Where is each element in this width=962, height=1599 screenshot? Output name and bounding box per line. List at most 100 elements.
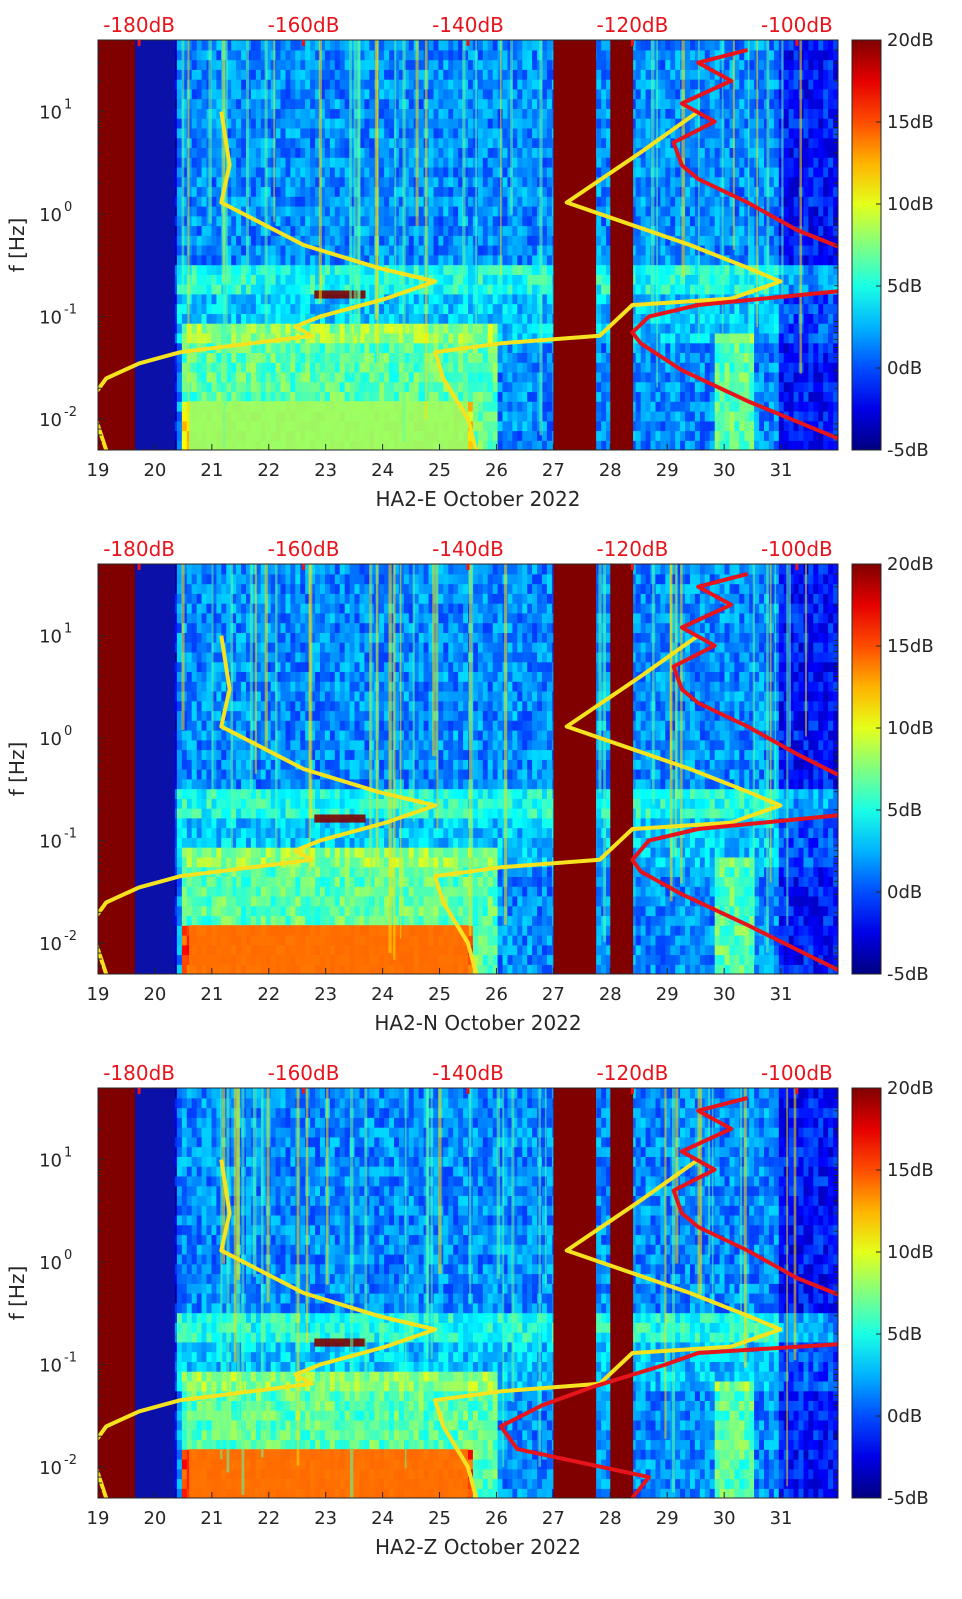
x-tick-label: 26 xyxy=(485,460,508,481)
noise-model-curve-3 xyxy=(671,571,838,777)
streak xyxy=(462,40,466,278)
noise-model-curve-2 xyxy=(433,109,783,450)
colorbar-tick-label: -5dB xyxy=(887,964,929,985)
colorbar-tick-label: 5dB xyxy=(887,276,922,297)
spectrogram-area xyxy=(98,564,838,974)
streak xyxy=(264,40,268,343)
noise-model-curve-4 xyxy=(630,289,838,441)
streak xyxy=(430,1088,433,1360)
streak xyxy=(510,40,513,215)
streak xyxy=(254,564,257,774)
x-tick-label: 24 xyxy=(371,984,394,1005)
streak xyxy=(739,1088,743,1350)
noise-model-curve-3 xyxy=(671,1095,838,1297)
y-tick-exponent: 1 xyxy=(64,622,72,637)
y-tick-exponent: 1 xyxy=(64,1146,72,1161)
streak xyxy=(394,40,397,297)
top-axis-label: -160dB xyxy=(268,1061,340,1085)
y-tick-exponent: -2 xyxy=(64,1453,77,1468)
streak xyxy=(788,564,791,748)
streak xyxy=(236,1088,240,1280)
y-tick-label: 10 xyxy=(39,308,62,329)
y-axis-title: f [Hz] xyxy=(5,218,29,273)
spectral-feature-1 xyxy=(314,814,366,823)
streak xyxy=(681,40,685,277)
streak xyxy=(412,564,415,822)
colorbar-tick-label: 0dB xyxy=(887,882,922,903)
y-tick-exponent: -2 xyxy=(64,929,77,944)
streak xyxy=(475,40,478,347)
colorbar-tick-label: 15dB xyxy=(887,112,934,133)
spectral-feature-1 xyxy=(314,1338,366,1347)
streak xyxy=(220,1088,223,1460)
x-tick-label: 23 xyxy=(314,1508,337,1529)
top-axis-label: -180dB xyxy=(103,1061,175,1085)
data-gap-2 xyxy=(553,1088,597,1498)
streak xyxy=(370,564,373,908)
streak xyxy=(769,564,772,883)
colorbar-tick-label: 5dB xyxy=(887,1324,922,1345)
streak xyxy=(793,1088,797,1361)
colorbar-tick-label: 20dB xyxy=(887,1078,934,1099)
streak xyxy=(786,564,789,926)
streak xyxy=(436,564,439,830)
streak xyxy=(435,564,438,757)
y-tick-label: 10 xyxy=(39,934,62,955)
streak xyxy=(774,564,777,819)
streak xyxy=(399,564,402,939)
noise-model-curve-4 xyxy=(498,1342,838,1498)
x-tick-label: 24 xyxy=(371,1508,394,1529)
streak xyxy=(496,1088,500,1279)
x-tick-label: 30 xyxy=(713,460,736,481)
x-tick-label: 23 xyxy=(314,460,337,481)
x-tick-label: 20 xyxy=(143,1508,166,1529)
streak xyxy=(538,1088,541,1467)
streak xyxy=(697,1088,701,1296)
y-tick-exponent: -2 xyxy=(64,405,77,420)
data-gap-1 xyxy=(98,1088,135,1498)
spectrogram-area xyxy=(98,40,838,450)
x-tick-label: 31 xyxy=(770,460,793,481)
noise-model-curve-1 xyxy=(98,1159,438,1498)
streak xyxy=(544,1088,547,1288)
y-tick-label: 10 xyxy=(39,1253,62,1274)
streak xyxy=(181,40,185,294)
x-tick-label: 25 xyxy=(428,460,451,481)
colorbar-tick-label: 0dB xyxy=(887,358,922,379)
streak xyxy=(349,40,352,378)
streak xyxy=(415,40,419,227)
x-tick-label: 23 xyxy=(314,984,337,1005)
colorbar-tick-label: 10dB xyxy=(887,194,934,215)
streak xyxy=(211,564,214,794)
streak xyxy=(664,1088,667,1439)
streak xyxy=(766,40,770,282)
streak xyxy=(309,564,313,819)
top-axis-label: -100dB xyxy=(761,537,833,561)
streak xyxy=(432,564,436,757)
streak xyxy=(208,40,212,224)
x-tick-label: 27 xyxy=(542,460,565,481)
streak xyxy=(680,564,683,884)
spectral-feature-2 xyxy=(189,1449,469,1498)
streak xyxy=(502,1088,505,1467)
top-axis-label: -120dB xyxy=(597,537,669,561)
spectrogram-panel-1: 19 20 21 22 23 24 25 26 27 28 29 30 31 HA2-E October … xyxy=(5,13,934,511)
streak xyxy=(402,40,406,442)
streak xyxy=(651,564,655,805)
low-level-band xyxy=(135,40,175,450)
streak xyxy=(374,40,379,320)
streak xyxy=(369,564,371,892)
x-tick-label: 30 xyxy=(713,1508,736,1529)
noise-model-curve-3 xyxy=(671,47,838,249)
streak xyxy=(233,1088,237,1363)
x-tick-label: 21 xyxy=(200,1508,223,1529)
x-tick-label: 29 xyxy=(656,1508,679,1529)
spectrogram-texture xyxy=(98,1088,838,1498)
streak xyxy=(721,40,724,334)
x-axis-title: HA2-E October 2022 xyxy=(376,487,581,511)
x-tick-label: 19 xyxy=(87,1508,110,1529)
streak xyxy=(598,564,602,793)
x-tick-label: 29 xyxy=(656,984,679,1005)
top-axis-label: -140dB xyxy=(432,1061,504,1085)
colorbar-tick-label: 20dB xyxy=(887,30,934,51)
